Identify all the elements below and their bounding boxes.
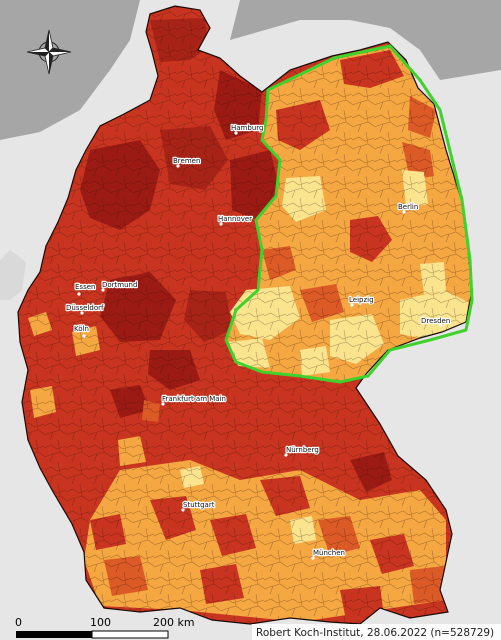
city-dot-muenchen [311, 556, 315, 560]
scale-label-100: 100 [90, 616, 111, 629]
city-label-bremen: Bremen [173, 157, 200, 165]
city-label-hannover: Hannover [218, 215, 252, 223]
city-label-stuttgart: Stuttgart [183, 501, 215, 509]
city-dot-essen [77, 292, 81, 296]
city-dot-leipzig [350, 303, 354, 307]
city-dot-bremen [176, 164, 180, 168]
scale-bar: 0 100 200 km [15, 616, 195, 639]
city-label-dresden: Dresden [421, 317, 450, 325]
city-label-dortmund: Dortmund [102, 281, 137, 289]
city-dot-hannover [219, 222, 223, 226]
city-label-muenchen: München [313, 549, 345, 557]
city-dot-frankfurt [161, 402, 165, 406]
city-dot-koeln [82, 334, 86, 338]
city-label-duesseldorf: Düsseldorf [66, 304, 104, 312]
city-dot-hamburg [234, 131, 238, 135]
source-credit: Robert Koch-Institut, 28.06.2022 (n=5287… [256, 627, 494, 639]
city-dot-berlin [402, 210, 406, 214]
east-region-outline [224, 44, 474, 384]
city-label-koeln: Köln [74, 325, 89, 333]
city-label-leipzig: Leipzig [349, 296, 374, 304]
compass-rose-icon [26, 29, 72, 75]
scale-label-0: 0 [15, 616, 22, 629]
city-label-nuernberg: Nürnberg [286, 446, 319, 454]
baltic-sea [230, 0, 501, 80]
scale-segment-2 [91, 630, 169, 639]
city-dot-nuernberg [284, 453, 288, 457]
city-dot-duesseldorf [80, 311, 84, 315]
city-dot-stuttgart [181, 508, 185, 512]
city-label-hamburg: Hamburg [231, 124, 263, 132]
city-dot-dortmund [101, 288, 105, 292]
netherlands-land [0, 250, 26, 300]
city-markers: Hamburg Bremen Hannover Berlin Essen Dor… [65, 123, 451, 560]
city-label-frankfurt: Frankfurt am Main [162, 395, 226, 403]
scale-segment-1 [16, 631, 92, 638]
city-label-berlin: Berlin [398, 203, 418, 211]
city-label-essen: Essen [75, 283, 95, 291]
city-dot-dresden [439, 323, 443, 327]
north-sea [0, 0, 140, 140]
scale-label-200: 200 km [153, 616, 195, 629]
